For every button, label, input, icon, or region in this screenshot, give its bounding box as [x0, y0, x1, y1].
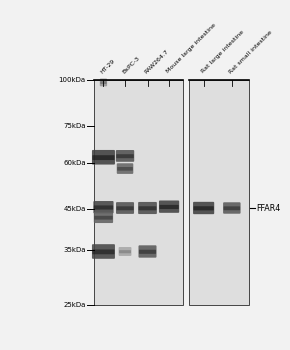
- Bar: [94, 80, 184, 305]
- FancyBboxPatch shape: [100, 78, 107, 86]
- FancyBboxPatch shape: [193, 206, 214, 210]
- Text: Mouse large intestine: Mouse large intestine: [166, 23, 217, 74]
- Text: HT-29: HT-29: [100, 58, 116, 74]
- Text: 75kDa: 75kDa: [63, 124, 86, 130]
- FancyBboxPatch shape: [116, 150, 134, 162]
- FancyBboxPatch shape: [94, 212, 113, 223]
- FancyBboxPatch shape: [93, 201, 114, 214]
- FancyBboxPatch shape: [116, 202, 134, 214]
- FancyBboxPatch shape: [100, 81, 107, 84]
- Text: Rat small intestine: Rat small intestine: [228, 29, 273, 74]
- FancyBboxPatch shape: [193, 202, 214, 214]
- Text: 100kDa: 100kDa: [59, 77, 86, 83]
- FancyBboxPatch shape: [117, 163, 133, 174]
- Text: 25kDa: 25kDa: [63, 302, 86, 308]
- FancyBboxPatch shape: [93, 155, 115, 160]
- FancyBboxPatch shape: [119, 247, 131, 256]
- FancyBboxPatch shape: [223, 202, 241, 214]
- FancyBboxPatch shape: [224, 206, 240, 210]
- Text: 45kDa: 45kDa: [63, 206, 86, 212]
- Text: Rat large intestine: Rat large intestine: [200, 30, 245, 74]
- FancyBboxPatch shape: [138, 202, 157, 214]
- FancyBboxPatch shape: [92, 244, 115, 259]
- FancyBboxPatch shape: [116, 154, 134, 158]
- FancyBboxPatch shape: [94, 205, 113, 210]
- FancyBboxPatch shape: [119, 250, 131, 253]
- FancyBboxPatch shape: [92, 150, 115, 164]
- Text: 60kDa: 60kDa: [63, 160, 86, 166]
- FancyBboxPatch shape: [139, 206, 156, 210]
- Text: FFAR4: FFAR4: [256, 203, 281, 212]
- FancyBboxPatch shape: [93, 250, 115, 254]
- Text: RAW264.7: RAW264.7: [144, 48, 170, 74]
- Text: 35kDa: 35kDa: [63, 247, 86, 253]
- FancyBboxPatch shape: [117, 206, 134, 210]
- Bar: [188, 80, 249, 305]
- FancyBboxPatch shape: [139, 245, 157, 258]
- FancyBboxPatch shape: [94, 216, 113, 219]
- Text: BxPC-3: BxPC-3: [122, 55, 141, 74]
- FancyBboxPatch shape: [139, 250, 156, 254]
- FancyBboxPatch shape: [160, 205, 179, 209]
- FancyBboxPatch shape: [117, 167, 133, 171]
- FancyBboxPatch shape: [159, 201, 179, 213]
